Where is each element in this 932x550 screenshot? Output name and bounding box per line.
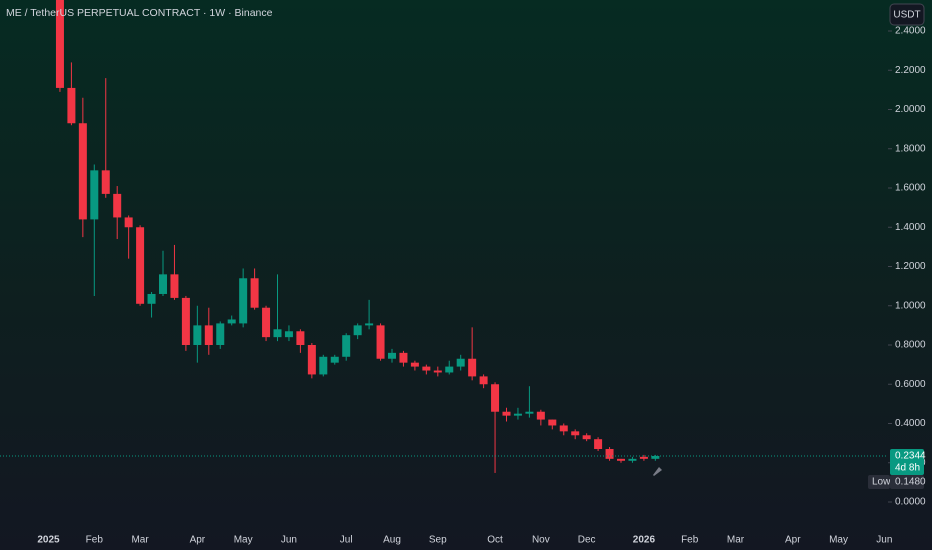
chart-title: ME / TetherUS PERPETUAL CONTRACT · 1W · … bbox=[6, 7, 273, 19]
candle-body bbox=[399, 352, 408, 363]
countdown: 4d 8h bbox=[895, 463, 920, 474]
candle-body bbox=[193, 325, 202, 345]
x-tick-label: Jun bbox=[281, 535, 297, 546]
candle-body bbox=[136, 227, 145, 304]
plot-area bbox=[55, 0, 660, 473]
candle-body bbox=[365, 323, 374, 326]
candle-body bbox=[101, 170, 110, 194]
candle-body bbox=[239, 278, 248, 324]
candle-body bbox=[582, 435, 591, 440]
y-tick-label: 1.2000 bbox=[895, 261, 926, 272]
candle-body bbox=[388, 352, 396, 359]
y-tick-label: 1.4000 bbox=[895, 222, 926, 233]
y-tick-label: 0.6000 bbox=[895, 379, 926, 390]
candle-body bbox=[479, 376, 488, 385]
candle-body bbox=[216, 323, 225, 345]
candle-body bbox=[67, 87, 76, 124]
candle-body bbox=[502, 411, 511, 416]
candle-body bbox=[410, 362, 419, 367]
candle-body bbox=[147, 293, 156, 304]
candle-body bbox=[307, 344, 316, 375]
x-tick-label: Sep bbox=[429, 535, 447, 546]
candle-body bbox=[571, 431, 580, 436]
candle-body bbox=[78, 123, 87, 220]
y-tick-label: 1.6000 bbox=[895, 183, 926, 194]
candle-body bbox=[433, 370, 442, 373]
candle-body bbox=[525, 411, 534, 414]
candle-body bbox=[536, 411, 545, 420]
candle-body bbox=[548, 419, 557, 426]
candle-body bbox=[90, 170, 99, 220]
y-tick-label: 2.4000 bbox=[895, 26, 926, 37]
y-tick-label: 0.8000 bbox=[895, 340, 926, 351]
x-tick-label: Mar bbox=[131, 535, 149, 546]
candle-body bbox=[422, 366, 431, 371]
event-icon bbox=[653, 467, 662, 476]
x-tick-label: Mar bbox=[727, 535, 745, 546]
candle-body bbox=[170, 274, 179, 298]
candle-body bbox=[159, 274, 167, 294]
x-tick-label: May bbox=[234, 535, 253, 546]
candle-body bbox=[342, 335, 351, 357]
candle-body bbox=[376, 325, 385, 359]
last-price-label: 0.2344 bbox=[895, 451, 926, 462]
y-tick-label: 0.4000 bbox=[895, 418, 926, 429]
currency-button[interactable] bbox=[889, 3, 925, 26]
y-tick-label: 2.0000 bbox=[895, 104, 926, 115]
candle-body bbox=[250, 278, 259, 308]
y-tick-label: 1.8000 bbox=[895, 143, 926, 154]
low-value-label: 0.1480 bbox=[895, 477, 926, 488]
candle-body bbox=[181, 297, 190, 345]
x-tick-label: Feb bbox=[86, 535, 104, 546]
x-tick-label: Nov bbox=[532, 535, 550, 546]
candle-body bbox=[605, 449, 614, 459]
x-tick-label: Jun bbox=[876, 535, 892, 546]
x-tick-label: May bbox=[829, 535, 848, 546]
candle-body bbox=[273, 329, 282, 338]
candle-body bbox=[262, 307, 271, 338]
candle-body bbox=[468, 358, 477, 377]
candle-body bbox=[353, 325, 362, 336]
y-tick-label: 1.0000 bbox=[895, 300, 926, 311]
x-tick-label: Aug bbox=[383, 535, 401, 546]
candle-body bbox=[617, 458, 625, 461]
candle-body bbox=[513, 413, 522, 416]
candle-body bbox=[296, 331, 305, 345]
candle-body bbox=[651, 455, 660, 459]
low-name-tag bbox=[868, 474, 890, 489]
candle-body bbox=[55, 0, 64, 88]
y-tick-label: 0.0000 bbox=[895, 497, 926, 508]
x-tick-label: 2026 bbox=[633, 535, 656, 546]
x-tick-label: Apr bbox=[785, 535, 801, 546]
x-tick-label: Feb bbox=[681, 535, 699, 546]
currency-button-label[interactable]: USDT bbox=[893, 10, 920, 21]
candle-body bbox=[227, 319, 236, 324]
candle-body bbox=[594, 439, 603, 450]
last-price-tag bbox=[890, 448, 924, 475]
candle-body bbox=[639, 456, 648, 459]
candle-body bbox=[445, 366, 454, 373]
x-tick-label: Jul bbox=[340, 535, 353, 546]
x-tick-label: 2025 bbox=[37, 535, 60, 546]
candle-body bbox=[456, 358, 465, 367]
x-tick-label: Dec bbox=[578, 535, 596, 546]
y-tick-label: 2.2000 bbox=[895, 65, 926, 76]
low-value-tag bbox=[890, 474, 924, 489]
candle-body bbox=[628, 458, 637, 461]
candle-body bbox=[284, 331, 293, 338]
x-tick-label: Apr bbox=[190, 535, 206, 546]
candle-body bbox=[204, 325, 213, 345]
candle-body bbox=[124, 217, 133, 228]
candle-body bbox=[319, 356, 328, 375]
candle-body bbox=[491, 384, 500, 412]
x-tick-label: Oct bbox=[487, 535, 503, 546]
candle-body bbox=[330, 356, 339, 363]
candle-body bbox=[113, 193, 122, 218]
low-name: Low bbox=[872, 477, 891, 488]
candle-body bbox=[559, 425, 568, 432]
